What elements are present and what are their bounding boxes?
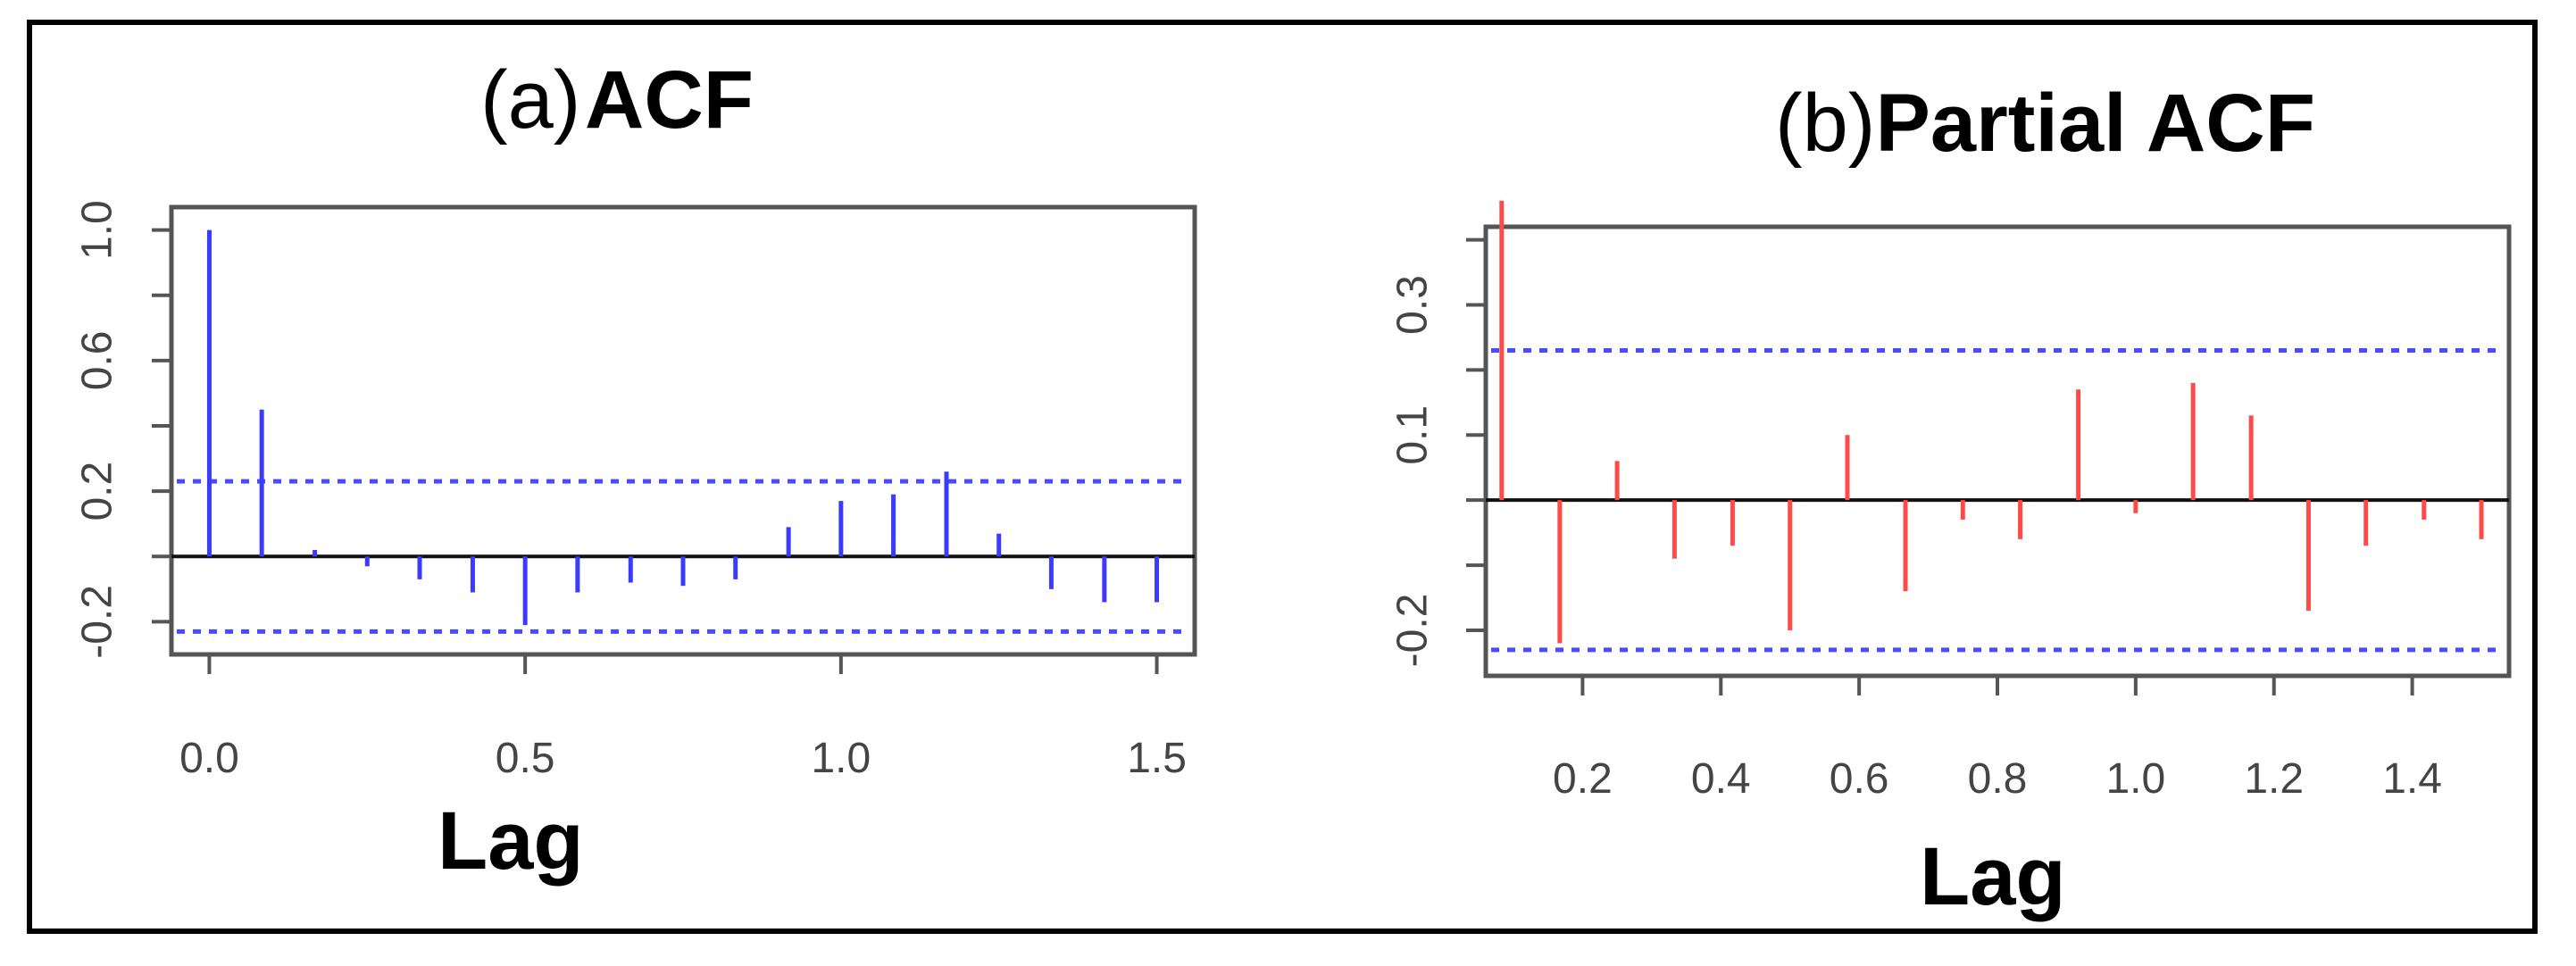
panel-b-xlabel: Lag bbox=[1920, 831, 2066, 922]
panel-b-x-tick-label: 1.4 bbox=[2382, 755, 2442, 803]
panel-a-x-tick-label: 0.0 bbox=[179, 735, 239, 782]
panel-b-x-tick-label: 1.0 bbox=[2105, 755, 2165, 803]
panel-b-x-tick-label: 0.6 bbox=[1830, 755, 1889, 803]
panel-a-title-main: ACF bbox=[584, 54, 754, 146]
panel-a-title: (a) ACF bbox=[480, 54, 754, 147]
panel-b-y-tick-label: 0.3 bbox=[1389, 275, 1437, 335]
panel-b-plot: 0.2 0.4 0.6 0.8 1.0 1.2 1.4 0.3 0.1 -0.2 bbox=[1389, 200, 2512, 803]
panel-a-x-tick-label: 0.5 bbox=[496, 735, 555, 782]
panel-a-plot: 0.0 0.5 1.0 1.5 1.0 0.6 0.2 -0.2 bbox=[74, 200, 1197, 782]
panel-a-title-prefix: (a) bbox=[480, 54, 581, 146]
panel-a-y-tick-label: 0.6 bbox=[74, 331, 121, 391]
panel-a-y-tick-label: 1.0 bbox=[74, 200, 121, 260]
panel-a-x-tick-label: 1.5 bbox=[1127, 735, 1187, 782]
panel-b-x-tick-label: 0.8 bbox=[1968, 755, 2028, 803]
panel-a-plot-box bbox=[169, 204, 1197, 657]
panel-b-x-tick-label: 0.2 bbox=[1553, 755, 1613, 803]
panel-b-title-main: Partial ACF bbox=[1875, 78, 2315, 169]
panel-a-xlabel: Lag bbox=[438, 795, 584, 887]
panel-b-title-prefix: (b) bbox=[1775, 78, 1876, 169]
panel-a-y-tick-label: 0.2 bbox=[74, 462, 121, 521]
panel-a-y-tick-label: -0.2 bbox=[74, 585, 121, 659]
panel-b-title: (b)Partial ACF bbox=[1775, 77, 2315, 171]
panel-b-y-tick-label: -0.2 bbox=[1389, 594, 1437, 668]
panel-a-x-tick-label: 1.0 bbox=[811, 735, 871, 782]
panel-b-x-tick-label: 0.4 bbox=[1691, 755, 1751, 803]
panel-b-plot-box bbox=[1483, 224, 2512, 679]
panel-b-y-tick-label: 0.1 bbox=[1389, 405, 1437, 465]
figure-frame bbox=[27, 20, 2538, 934]
panel-b-x-tick-label: 1.2 bbox=[2244, 755, 2304, 803]
